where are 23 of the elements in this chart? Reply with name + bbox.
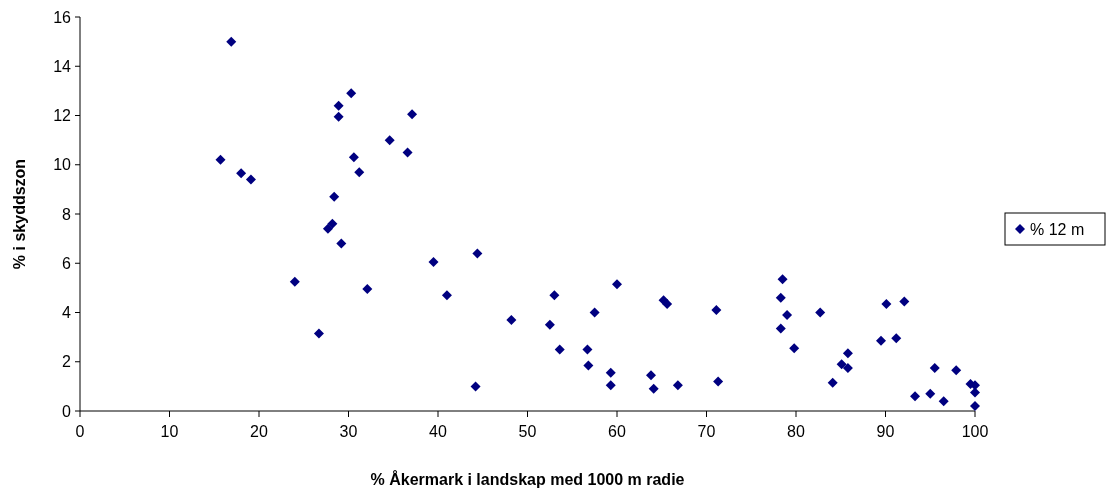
x-tick-label: 90 [876, 423, 895, 440]
y-tick-label: 10 [53, 156, 72, 174]
y-tick-label: 8 [62, 205, 72, 223]
x-tick-label: 80 [787, 423, 805, 440]
y-tick-label: 6 [62, 254, 72, 272]
x-tick-label: 40 [429, 423, 447, 440]
y-tick-label: 4 [62, 304, 72, 322]
x-tick-label: 0 [75, 423, 85, 440]
x-tick-label: 30 [339, 423, 358, 440]
y-tick-label: 14 [53, 57, 72, 75]
y-tick-label: 0 [62, 402, 72, 420]
x-tick-label: 60 [608, 423, 626, 440]
x-tick-label: 20 [250, 423, 268, 440]
y-tick-label: 12 [53, 107, 72, 125]
legend-label: % 12 m [1030, 220, 1085, 238]
x-axis-title: % Åkermark i landskap med 1000 m radie [370, 470, 685, 488]
y-axis-title: % i skyddszon [11, 158, 28, 270]
y-tick-label: 2 [62, 353, 72, 371]
x-tick-label: 50 [518, 423, 537, 440]
x-tick-label: 70 [697, 423, 716, 440]
x-tick-label: 10 [160, 423, 179, 440]
x-tick-label: 100 [961, 423, 989, 440]
y-tick-label: 16 [53, 8, 72, 26]
